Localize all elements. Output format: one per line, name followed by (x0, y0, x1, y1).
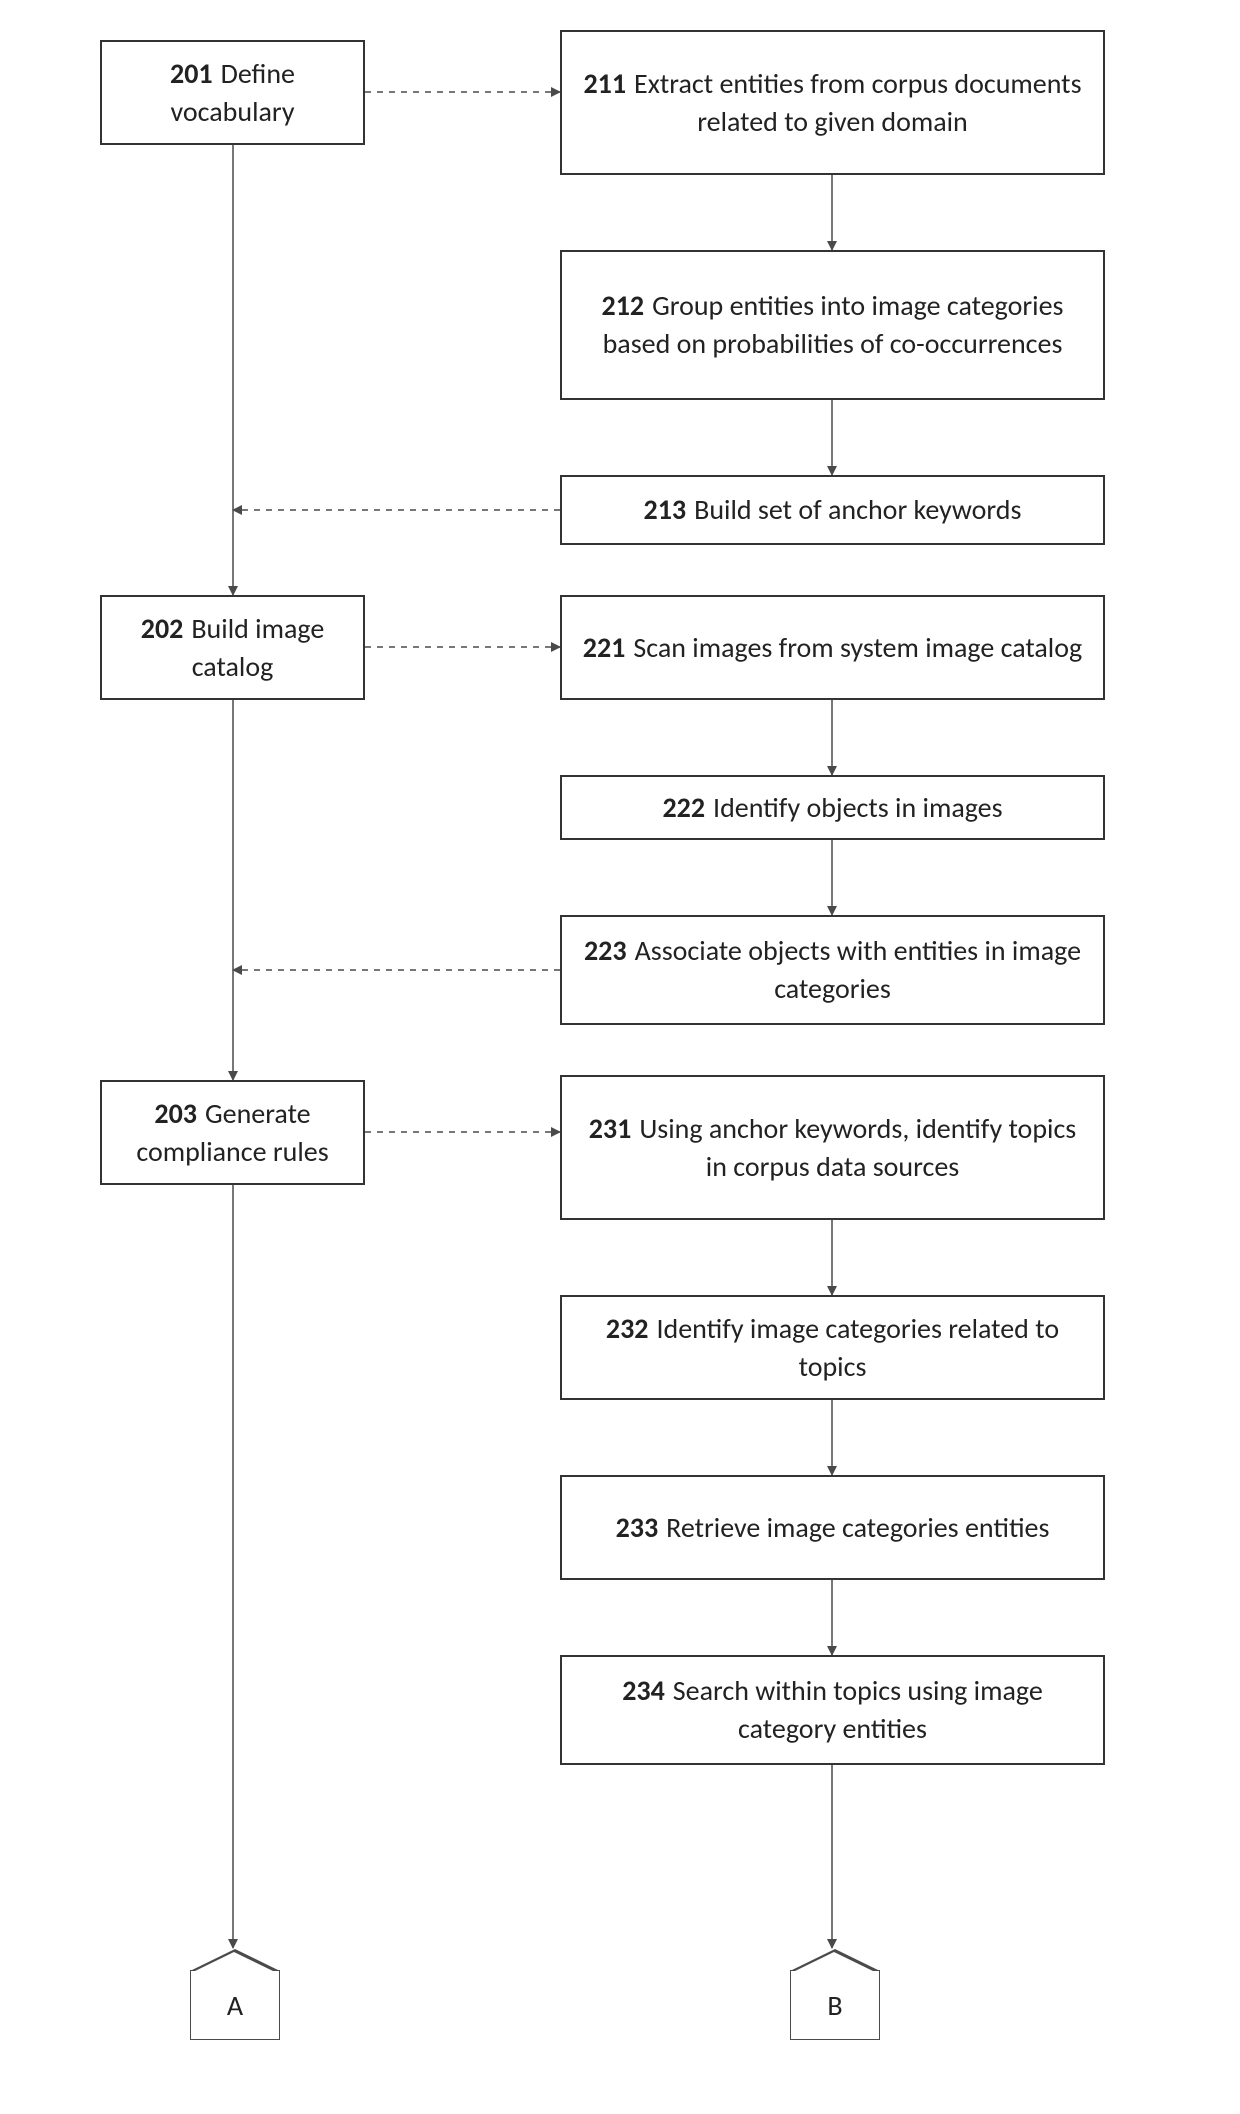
node-201: 201Define vocabulary (100, 40, 365, 145)
node-text: 232Identify image categories related to … (578, 1310, 1087, 1386)
node-number: 213 (644, 492, 687, 527)
node-232: 232Identify image categories related to … (560, 1295, 1105, 1400)
node-text: 212Group entities into image categories … (578, 287, 1087, 363)
node-text: 231Using anchor keywords, identify topic… (578, 1110, 1087, 1186)
node-number: 222 (662, 790, 705, 825)
node-text: 213Build set of anchor keywords (644, 491, 1022, 529)
node-text: 203Generate compliance rules (118, 1095, 347, 1171)
connector-A: A (190, 1970, 280, 2040)
node-text: 234Search within topics using image cate… (578, 1672, 1087, 1748)
flowchart-container: 201Define vocabulary 211Extract entities … (0, 0, 1240, 2114)
node-number: 231 (589, 1111, 632, 1146)
node-number: 202 (141, 611, 184, 646)
node-222: 222Identify objects in images (560, 775, 1105, 840)
connector-label: B (827, 1988, 842, 2023)
node-number: 203 (154, 1096, 197, 1131)
node-213: 213Build set of anchor keywords (560, 475, 1105, 545)
node-text: 201Define vocabulary (118, 55, 347, 131)
node-text: 211Extract entities from corpus document… (578, 65, 1087, 141)
node-212: 212Group entities into image categories … (560, 250, 1105, 400)
node-text: 223Associate objects with entities in im… (578, 932, 1087, 1008)
connector-label: A (227, 1988, 243, 2023)
node-number: 234 (622, 1673, 665, 1708)
node-number: 211 (583, 66, 626, 101)
node-text: 202Build image catalog (118, 610, 347, 686)
node-202: 202Build image catalog (100, 595, 365, 700)
node-231: 231Using anchor keywords, identify topic… (560, 1075, 1105, 1220)
connector-B: B (790, 1970, 880, 2040)
node-number: 221 (583, 630, 626, 665)
node-221: 221Scan images from system image catalog (560, 595, 1105, 700)
node-number: 232 (606, 1311, 649, 1346)
node-number: 223 (584, 933, 627, 968)
node-number: 233 (616, 1510, 659, 1545)
node-number: 201 (170, 56, 213, 91)
node-233: 233Retrieve image categories entities (560, 1475, 1105, 1580)
node-text: 222Identify objects in images (662, 789, 1002, 827)
node-text: 233Retrieve image categories entities (616, 1509, 1050, 1547)
node-234: 234Search within topics using image cate… (560, 1655, 1105, 1765)
node-223: 223Associate objects with entities in im… (560, 915, 1105, 1025)
node-text: 221Scan images from system image catalog (583, 629, 1082, 667)
node-211: 211Extract entities from corpus document… (560, 30, 1105, 175)
node-number: 212 (602, 288, 645, 323)
node-203: 203Generate compliance rules (100, 1080, 365, 1185)
